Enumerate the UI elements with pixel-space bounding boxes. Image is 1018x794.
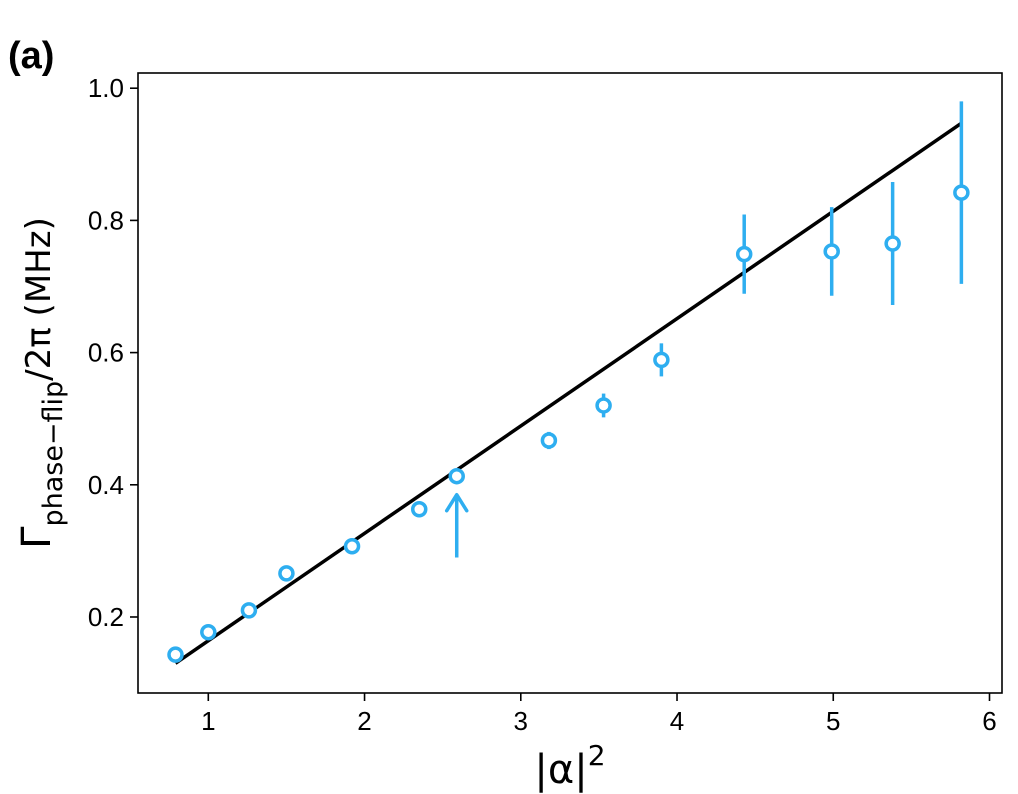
- data-point: [167, 646, 184, 663]
- data-point: [278, 565, 295, 582]
- data-point: [540, 432, 558, 449]
- y-tick-label: 0.8: [88, 205, 124, 235]
- fit-line-layer: [174, 121, 963, 665]
- x-tick-label: 5: [826, 706, 840, 736]
- x-tick-label: 2: [357, 706, 371, 736]
- data-point: [343, 538, 361, 555]
- y-tick-label: 0.6: [88, 338, 124, 368]
- data-point: [823, 243, 840, 260]
- arrow-head: [444, 492, 469, 513]
- y-axis-label-rest: /2π (MHz): [19, 217, 59, 381]
- x-tick-label: 3: [514, 706, 528, 736]
- data-point: [953, 184, 970, 201]
- x-tick-label: 6: [982, 706, 996, 736]
- data-points-layer: [167, 101, 970, 663]
- data-point: [595, 397, 612, 414]
- data-point: [653, 351, 670, 369]
- x-tick-label: 4: [670, 706, 684, 736]
- data-point: [240, 602, 258, 619]
- plot-frame: [137, 72, 1003, 694]
- x-tick-label: 1: [201, 706, 215, 736]
- data-point: [884, 235, 901, 252]
- x-axis-label: |α|2: [534, 739, 605, 793]
- y-tick-label: 0.4: [88, 470, 124, 500]
- y-axis: 0.2 0.4 0.6 0.8 1.0: [88, 73, 138, 632]
- y-axis-label: Γphase−flip/2π (MHz): [14, 217, 69, 549]
- data-point: [200, 623, 217, 641]
- data-point: [448, 467, 465, 485]
- y-axis-label-base: Γ: [14, 526, 60, 549]
- y-tick-label: 0.2: [88, 602, 124, 632]
- data-point: [410, 500, 428, 518]
- y-tick-label: 1.0: [88, 73, 124, 103]
- fit-line: [174, 121, 963, 665]
- x-axis-label-base: |α|: [534, 747, 587, 793]
- annotation-layer: [444, 492, 469, 558]
- panel-label: (a): [8, 35, 54, 77]
- y-axis-label-sub: phase−flip: [38, 381, 69, 527]
- data-point: [735, 245, 753, 263]
- x-axis-label-sup: 2: [588, 739, 606, 772]
- x-axis: 1 2 3 4 5 6: [201, 693, 997, 736]
